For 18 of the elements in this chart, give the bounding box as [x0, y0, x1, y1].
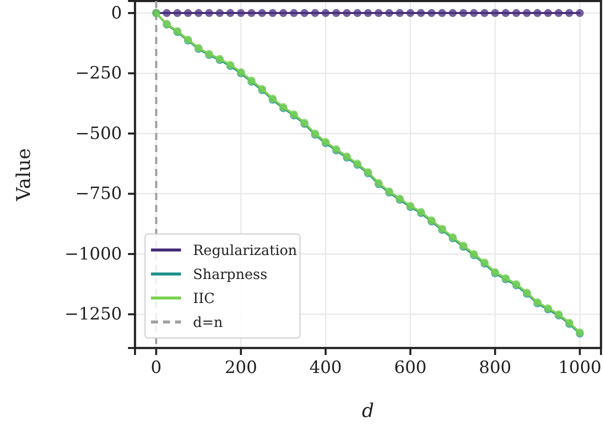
legend-label: Regularization: [193, 243, 298, 259]
y-tick-label: −1000: [64, 244, 122, 264]
ref-line-label: d=n: [193, 315, 223, 331]
y-tick-label: −1250: [64, 304, 122, 325]
x-tick-label: 1000: [558, 358, 602, 378]
y-tick-label: −500: [75, 124, 122, 144]
legend-label: Sharpness: [193, 267, 268, 283]
x-tick-label: 200: [224, 358, 258, 378]
x-tick-label: 600: [394, 358, 427, 378]
x-tick-label: 0: [150, 358, 162, 378]
y-tick-label: −250: [75, 64, 122, 84]
y-tick-label: 0: [111, 3, 122, 24]
y-tick-label: −750: [75, 184, 122, 204]
x-axis-title: d: [362, 400, 374, 422]
x-tick-label: 400: [309, 358, 342, 378]
legend-label: IIC: [193, 291, 215, 307]
y-axis-title: Value: [13, 148, 35, 202]
x-tick-label: 800: [478, 358, 512, 378]
